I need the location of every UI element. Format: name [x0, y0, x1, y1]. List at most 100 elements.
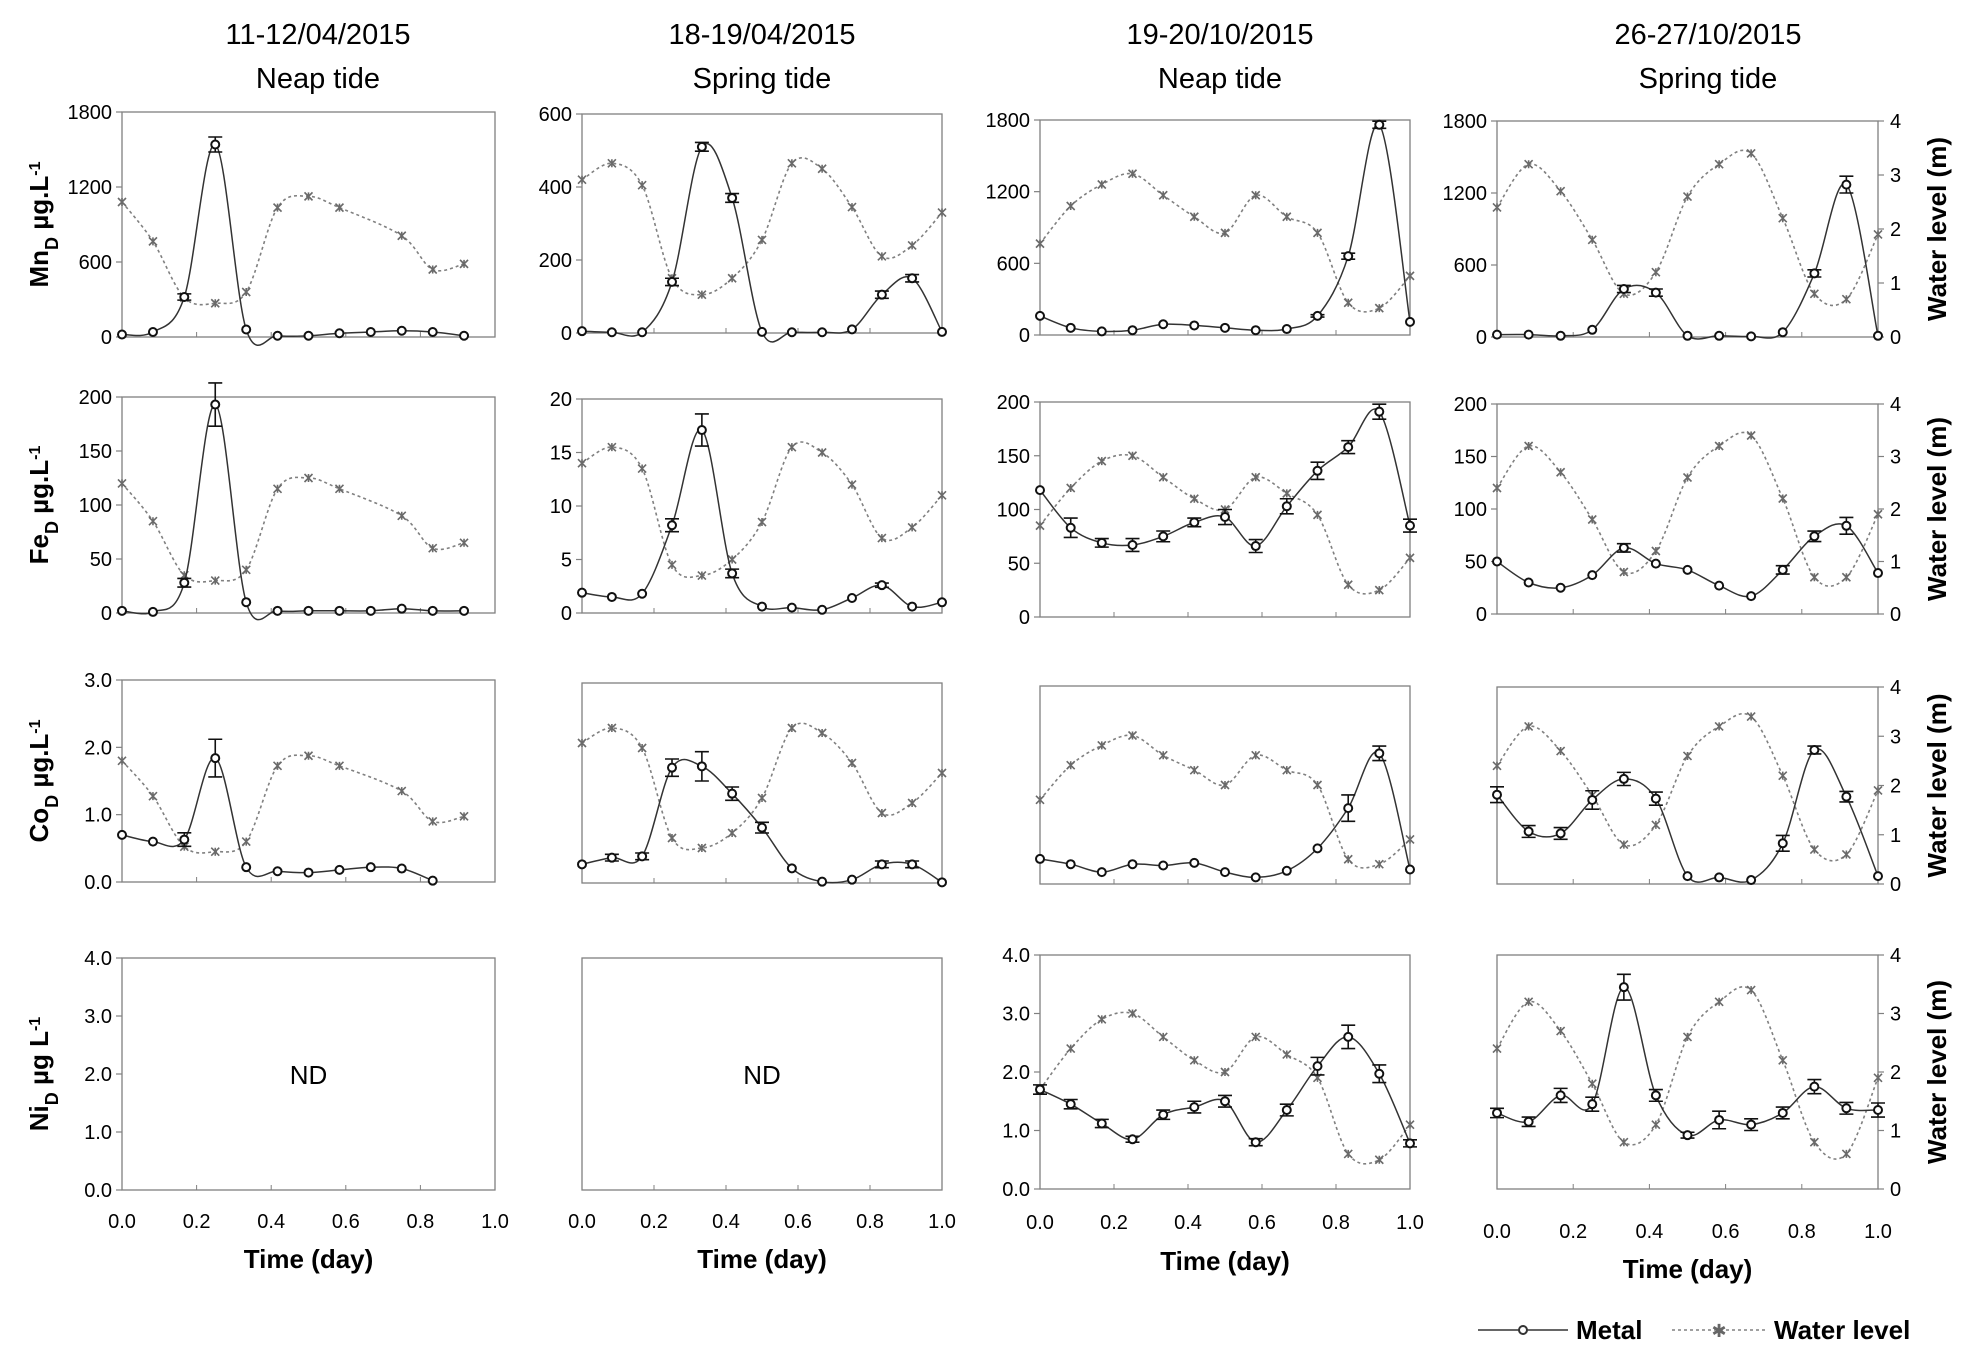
water-level-marker [1405, 271, 1415, 281]
water-level-marker [1220, 1067, 1230, 1077]
water-level-marker [1556, 746, 1566, 756]
water-level-marker [459, 811, 469, 821]
water-level-marker [148, 516, 158, 526]
y-tick-label: 0.0 [1002, 1179, 1030, 1201]
metal-point [1650, 558, 1661, 569]
metal-line [1496, 523, 1879, 598]
metal-point [1096, 326, 1107, 337]
metal-point [1374, 748, 1385, 759]
water-level-marker [1097, 179, 1107, 190]
metal-point [1555, 330, 1566, 341]
metal-point [727, 788, 738, 799]
x-tick-label: 0.0 [568, 1211, 596, 1233]
metal-point [1746, 331, 1757, 342]
metal-point [1250, 872, 1261, 883]
metal-point [1127, 325, 1138, 336]
water-level-marker [1282, 488, 1292, 498]
y-tick-label: 600 [539, 104, 572, 126]
metal-point [1065, 859, 1076, 870]
water-level-marker [1312, 228, 1323, 238]
water-level-marker [1282, 765, 1292, 775]
x-tick-label: 0.4 [1174, 1212, 1202, 1234]
panel-frame [121, 396, 496, 614]
water-level-marker [637, 463, 647, 474]
metal-point [667, 276, 677, 287]
water-level-marker [1343, 298, 1353, 308]
metal-point [1555, 582, 1566, 593]
metal-point [147, 327, 158, 337]
water-level-marker [1312, 510, 1323, 520]
metal-point [1873, 871, 1883, 882]
water-level-marker [697, 843, 707, 853]
metal-point [365, 862, 376, 873]
water-tick-label: 4 [1890, 677, 1901, 699]
y-tick-label: 0 [561, 323, 572, 345]
metal-line [121, 757, 433, 882]
metal-point [1343, 1031, 1354, 1042]
metal-point [334, 328, 345, 339]
metal-point [1650, 287, 1661, 298]
metal-point [1035, 1084, 1045, 1095]
metal-point [1158, 860, 1169, 871]
y-tick-label: 400 [539, 177, 572, 199]
water-level-marker [1556, 1026, 1566, 1036]
x-tick-label: 1.0 [928, 1211, 956, 1233]
water-level-marker [787, 723, 797, 733]
metal-line [121, 143, 465, 346]
panel-r1-c4: 0 600 1200 1800 0 1 2 3 4 [1443, 111, 1902, 349]
panel-frame [121, 679, 496, 883]
water-level-marker [272, 203, 283, 213]
metal-point [1777, 327, 1788, 338]
x-tick-label: 0.6 [1712, 1221, 1740, 1243]
water-level-marker [577, 458, 587, 468]
metal-point [1127, 859, 1138, 870]
metal-point [1158, 531, 1169, 542]
water-level-marker [1809, 289, 1819, 299]
water-level-marker [1189, 765, 1199, 775]
y-tick-label: 600 [997, 253, 1030, 275]
panel-grid: 11-12/04/2015 Neap tide 18-19/04/2015 Sprin… [24, 19, 1952, 1284]
water-level-marker [907, 798, 917, 808]
metal-point [667, 762, 677, 773]
metal-point [817, 876, 828, 887]
water-level-marker [1714, 721, 1724, 731]
metal-point [876, 289, 887, 300]
panel-r2-c1: 0 50 100 150 200 [79, 382, 496, 625]
water-level-marker [877, 808, 887, 818]
water-level-marker [1873, 229, 1883, 239]
column-title-date-3: 19-20/10/2015 [1126, 19, 1313, 51]
metal-point [1096, 1118, 1107, 1129]
y-tick-label: 100 [997, 500, 1030, 522]
metal-point [817, 327, 828, 338]
water-tick-label: 0 [1890, 604, 1901, 626]
water-level-marker [937, 768, 947, 778]
water-level-marker [1746, 148, 1756, 158]
metal-point [696, 425, 707, 436]
panel-frame [1496, 954, 1879, 1190]
water-level-marker [1778, 771, 1788, 781]
water-level-marker [1189, 494, 1199, 504]
metal-point [637, 327, 648, 338]
metal-point [1746, 875, 1757, 886]
metal-line [1496, 748, 1879, 883]
y-tick-label: 200 [1454, 394, 1487, 416]
water-level-marker [117, 478, 127, 488]
water-level-marker [1158, 1032, 1168, 1042]
water-level-marker [1587, 235, 1597, 245]
metal-point [757, 326, 767, 337]
water-level-marker [210, 847, 220, 857]
panel-frame [1496, 120, 1879, 338]
metal-point [1777, 1107, 1788, 1118]
water-level-marker [697, 290, 707, 300]
water-level-marker [397, 231, 407, 241]
y-tick-label: 2.0 [84, 1064, 112, 1086]
metal-point [667, 520, 677, 531]
water-level-marker [1251, 190, 1261, 200]
x-axis-title-col-2: Time (day) [697, 1244, 827, 1274]
metal-point [427, 327, 438, 337]
water-level-marker [1492, 202, 1502, 212]
water-level-marker [877, 251, 887, 261]
water-level-marker [1619, 567, 1629, 577]
water-level-line [121, 476, 465, 583]
water-level-marker [1066, 483, 1076, 493]
